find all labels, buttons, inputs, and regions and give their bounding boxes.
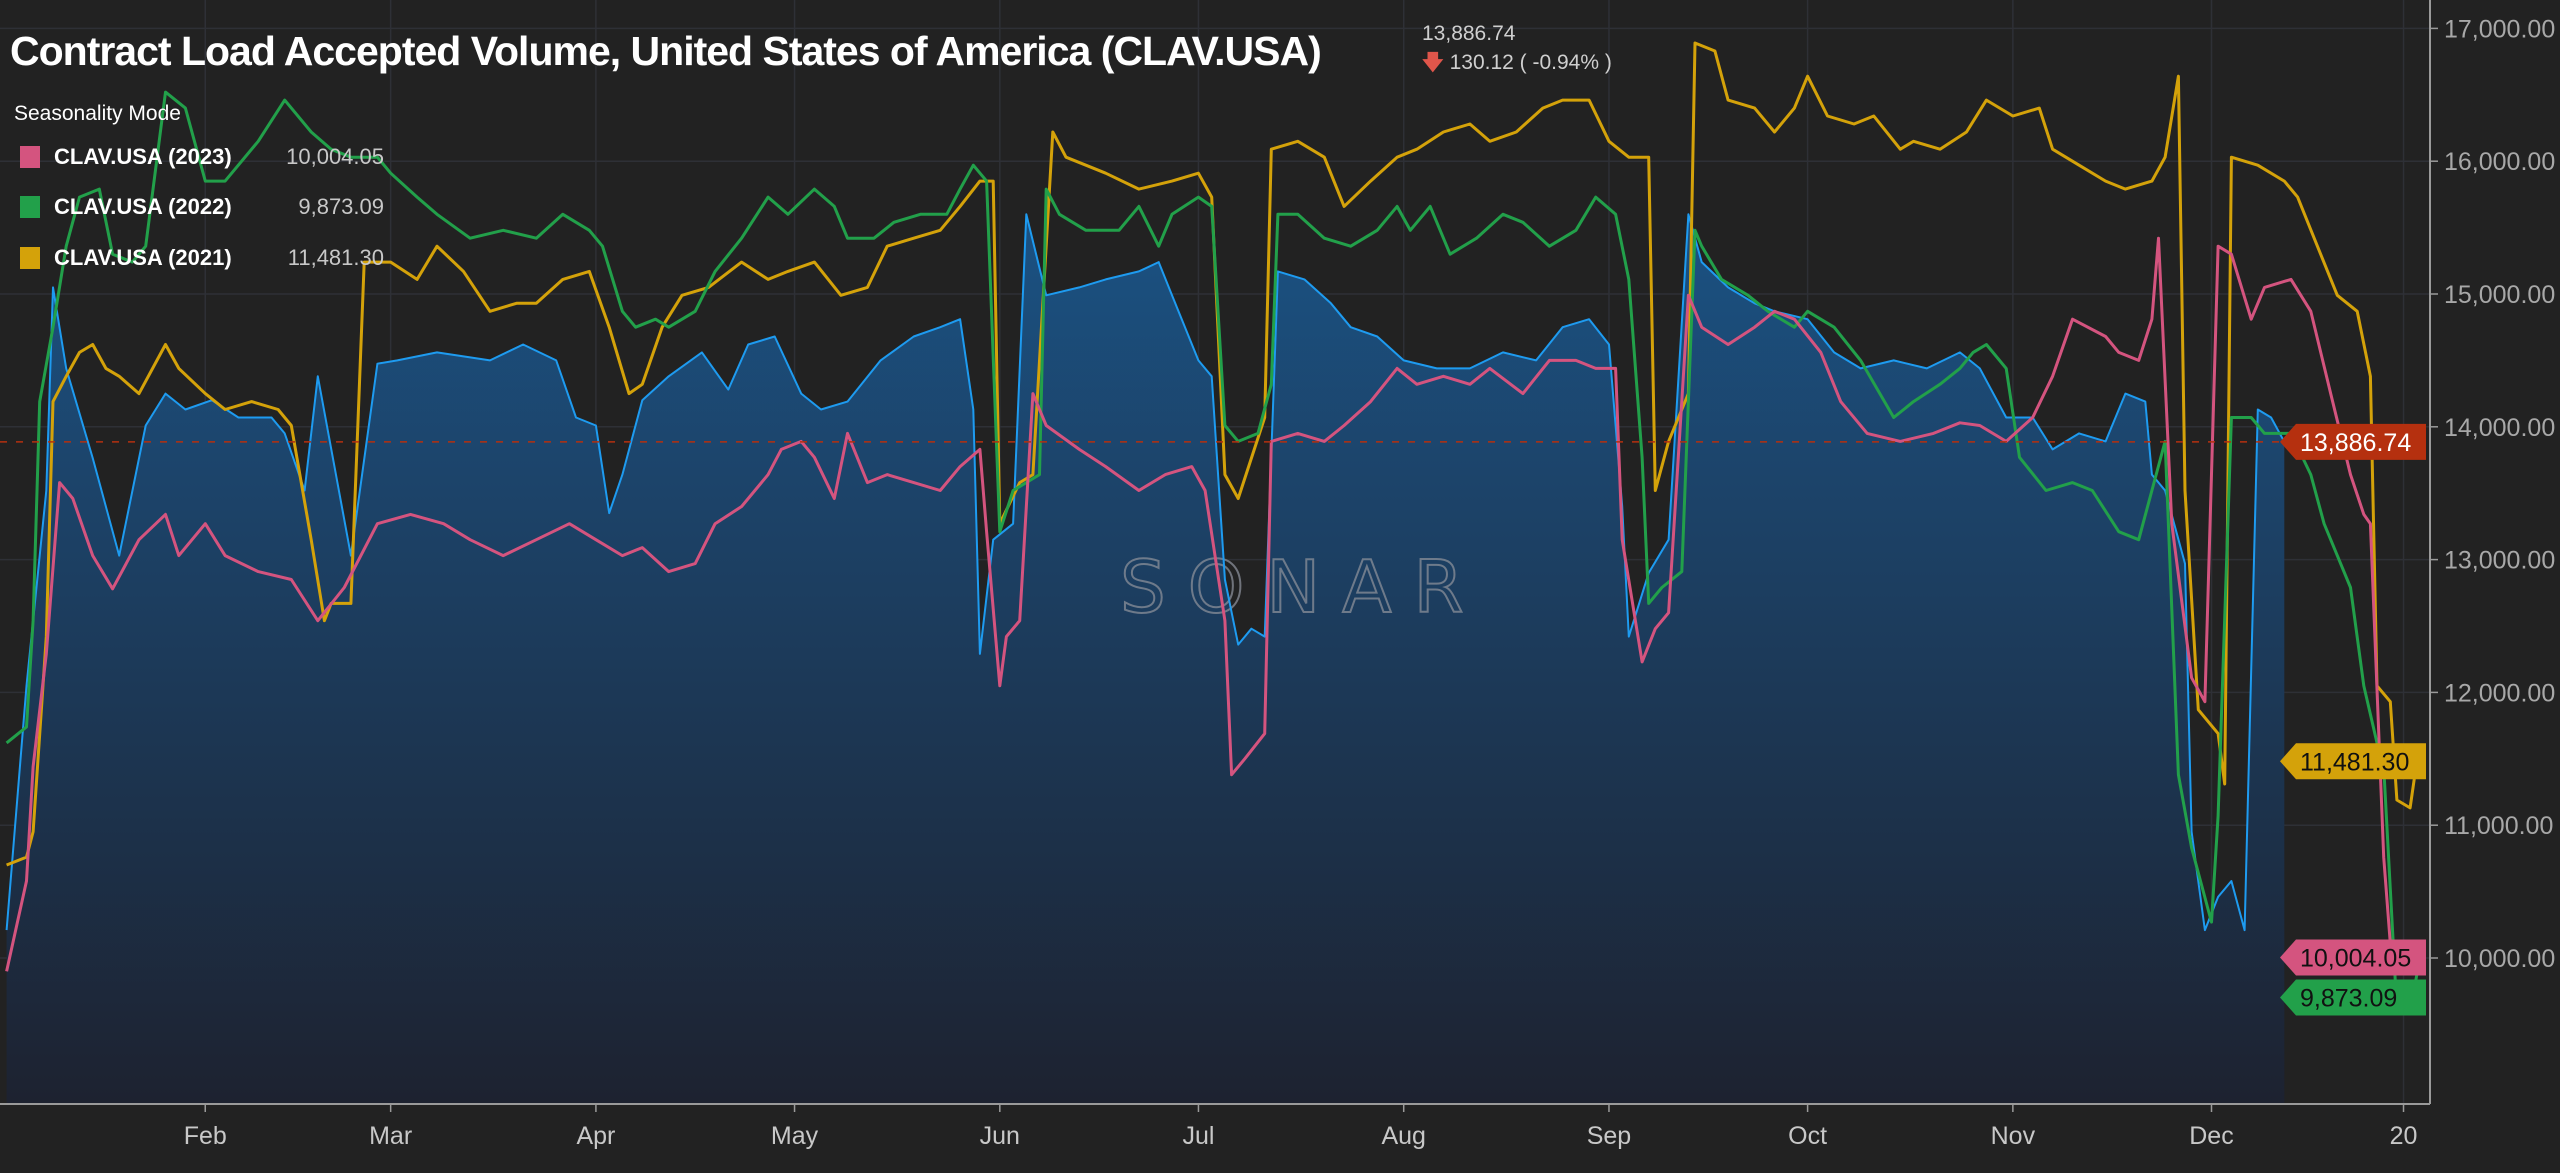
header-change: 🡇 130.12 ( -0.94% ) bbox=[1422, 48, 1612, 83]
y-tick-label: 13,000.00 bbox=[2444, 547, 2555, 575]
chart-title: Contract Load Accepted Volume, United St… bbox=[10, 28, 1322, 74]
y-tick-label: 14,000.00 bbox=[2444, 414, 2555, 442]
legend-label: CLAV.USA (2023) bbox=[54, 144, 232, 169]
price-tag-label: 9,873.09 bbox=[2300, 984, 2397, 1012]
series-lines bbox=[5, 41, 2419, 1013]
x-tick-label: Oct bbox=[1788, 1122, 1827, 1150]
legend-item-2021[interactable]: CLAV.USA (2021) 11,481.30 bbox=[20, 243, 384, 273]
y-tick-label: 11,000.00 bbox=[2444, 812, 2553, 840]
x-tick-label: Feb bbox=[184, 1122, 227, 1150]
price-tag-label: 13,886.74 bbox=[2300, 429, 2411, 457]
y-tick-label: 17,000.00 bbox=[2444, 15, 2555, 43]
legend-value: 11,481.30 bbox=[287, 245, 384, 270]
x-tick-label: Jul bbox=[1182, 1122, 1214, 1150]
arrow-down-icon: 🡇 bbox=[1422, 51, 1444, 74]
x-tick-label: Apr bbox=[576, 1122, 615, 1150]
legend-label: CLAV.USA (2022) bbox=[54, 194, 232, 219]
y-tick-label: 16,000.00 bbox=[2444, 148, 2555, 176]
y-tick-label: 10,000.00 bbox=[2444, 945, 2555, 973]
legend-value: 9,873.09 bbox=[298, 194, 384, 219]
price-tag-bg bbox=[2280, 939, 2426, 976]
price-tag-bg bbox=[2280, 423, 2426, 460]
series-area bbox=[6, 214, 2285, 1105]
price-tag-label: 10,004.05 bbox=[2300, 944, 2411, 972]
y-tick-label: 12,000.00 bbox=[2444, 679, 2555, 707]
seasonality-mode-label: Seasonality Mode bbox=[14, 102, 181, 125]
clav-usa-2023-line bbox=[5, 236, 2412, 972]
y-tick-label: 15,000.00 bbox=[2444, 281, 2555, 309]
legend-swatch bbox=[20, 247, 40, 269]
header-quote: 13,886.74 🡇 130.12 ( -0.94% ) bbox=[1422, 22, 1612, 83]
clav-usa-2022-line bbox=[5, 90, 2419, 1013]
x-tick-label: Jun bbox=[980, 1122, 1020, 1150]
price-tag-label: 11,481.30 bbox=[2300, 748, 2409, 776]
legend-value: 10,004.05 bbox=[286, 144, 384, 169]
x-tick-label: Sep bbox=[1587, 1122, 1631, 1150]
x-tick-label: Nov bbox=[1991, 1122, 2036, 1150]
price-tag-bg bbox=[2280, 743, 2426, 780]
axes: 17,000.00 16,000.00 15,000.00 14,000.00 13,0… bbox=[0, 0, 2555, 1150]
x-tick-label: 20 bbox=[2390, 1122, 2418, 1150]
legend-swatch bbox=[20, 146, 40, 168]
x-tick-label: Mar bbox=[369, 1122, 412, 1150]
clav-usa-line bbox=[5, 213, 2286, 932]
x-tick-label: Dec bbox=[2189, 1122, 2233, 1150]
price-tags: 13,886.74 11,481.30 10,004.05 9,873.09 bbox=[2280, 423, 2426, 1016]
price-tag-bg bbox=[2280, 979, 2426, 1016]
x-tick-label: May bbox=[771, 1122, 819, 1150]
clav-usa-2021-line bbox=[6, 41, 2419, 867]
x-tick-label: Aug bbox=[1381, 1122, 1425, 1150]
legend-item-2023[interactable]: CLAV.USA (2023) 10,004.05 bbox=[20, 142, 384, 172]
sonar-watermark: SONAR bbox=[1120, 545, 1486, 629]
header-change-value: 130.12 ( -0.94% ) bbox=[1449, 51, 1612, 74]
clav-usa-area bbox=[6, 214, 2285, 1105]
legend-item-2022[interactable]: CLAV.USA (2022) 9,873.09 bbox=[20, 192, 384, 222]
legend-label: CLAV.USA (2021) bbox=[54, 245, 232, 270]
header-last-value: 13,886.74 bbox=[1422, 22, 1516, 45]
legend-swatch bbox=[20, 196, 40, 218]
